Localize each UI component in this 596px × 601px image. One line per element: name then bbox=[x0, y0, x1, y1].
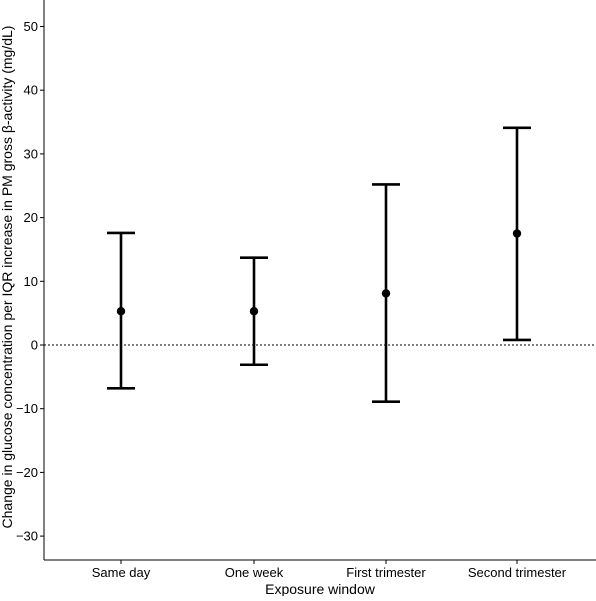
y-tick-label: 50 bbox=[24, 19, 38, 34]
point-estimate bbox=[116, 307, 126, 316]
point-estimate bbox=[512, 229, 522, 238]
x-tick-label: Second trimester bbox=[468, 565, 567, 580]
x-tick-label: First trimester bbox=[346, 565, 426, 580]
x-ticks-layer: Same day One week First trimester Second tr… bbox=[92, 560, 567, 580]
x-tick-label: One week bbox=[225, 565, 284, 580]
y-tick-label: 20 bbox=[24, 210, 38, 225]
marks-layer bbox=[107, 126, 531, 403]
y-tick-label: −30 bbox=[16, 529, 38, 544]
point-estimate bbox=[381, 289, 391, 298]
axes-layer bbox=[43, 0, 596, 561]
point-estimate bbox=[249, 307, 259, 316]
x-axis-title: Exposure window bbox=[265, 581, 376, 596]
y-tick-label: −10 bbox=[16, 401, 38, 416]
y-tick-label: 30 bbox=[24, 146, 38, 161]
y-axis-title: Change in glucose concentration per IQR … bbox=[0, 26, 15, 529]
y-tick-label: 40 bbox=[24, 83, 38, 98]
x-tick-label: Same day bbox=[92, 565, 151, 580]
y-tick-label: −20 bbox=[16, 465, 38, 480]
y-tick-label: 0 bbox=[31, 338, 38, 353]
y-ticks-layer: −30 −20 −10 0 10 20 30 40 50 bbox=[16, 19, 44, 544]
y-tick-label: 10 bbox=[24, 274, 38, 289]
